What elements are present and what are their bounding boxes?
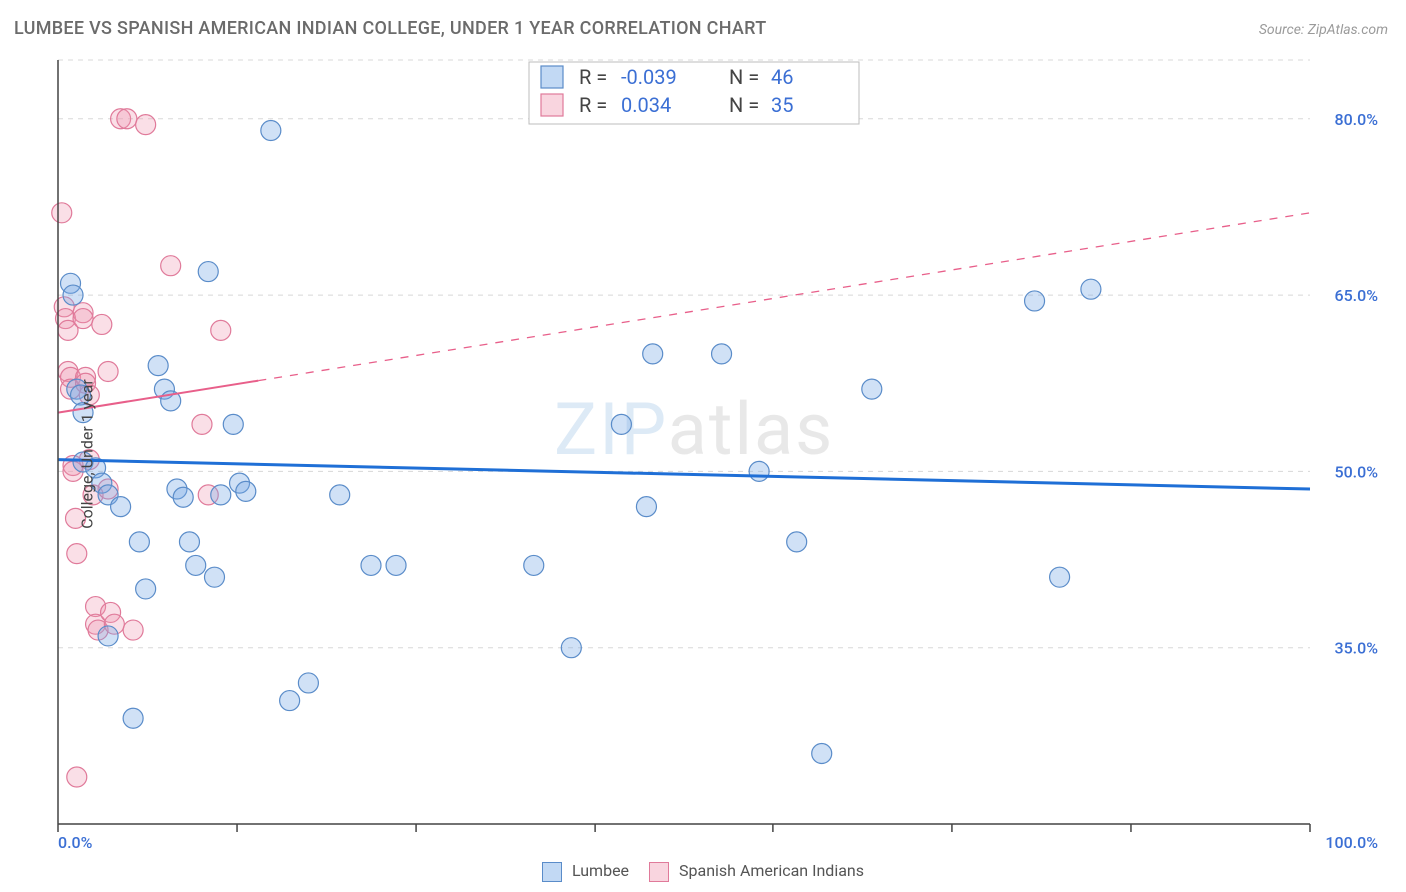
data-point-lumbee (186, 555, 206, 575)
data-point-spanish (98, 361, 118, 381)
legend-label-spanish: Spanish American Indians (679, 861, 864, 880)
data-point-lumbee (280, 691, 300, 711)
x-tick-label-first: 0.0% (58, 833, 93, 852)
data-point-lumbee (812, 743, 832, 763)
data-point-spanish (136, 115, 156, 135)
chart-area: College, Under 1 year ZIPatlas 35.0% 50.0%… (50, 56, 1392, 852)
data-point-spanish (123, 620, 143, 640)
data-point-spanish (52, 203, 72, 223)
data-point-lumbee (211, 485, 231, 505)
data-point-spanish (161, 256, 181, 276)
data-point-lumbee (63, 285, 83, 305)
data-point-lumbee (261, 121, 281, 141)
x-tick-label-last: 100.0% (1325, 833, 1378, 852)
data-point-spanish (92, 314, 112, 334)
legend-label-lumbee: Lumbee (572, 861, 629, 880)
data-point-lumbee (1050, 567, 1070, 587)
data-point-lumbee (749, 461, 769, 481)
data-point-lumbee (123, 708, 143, 728)
legend-item-spanish: Spanish American Indians (649, 861, 864, 882)
data-point-lumbee (173, 487, 193, 507)
legend-item-lumbee: Lumbee (542, 861, 629, 882)
watermark: ZIPatlas (554, 387, 834, 472)
data-point-lumbee (524, 555, 544, 575)
data-point-spanish (117, 109, 137, 129)
legend-swatch-pink (649, 862, 669, 882)
data-point-lumbee (129, 532, 149, 552)
legend-bottom: Lumbee Spanish American Indians (0, 861, 1406, 882)
y-tick-label: 80.0% (1334, 110, 1378, 129)
legend-top-R-value: -0.039 (621, 65, 677, 89)
data-point-lumbee (98, 626, 118, 646)
legend-top-N-value: 46 (771, 65, 793, 89)
legend-top-swatch (541, 94, 563, 116)
data-point-lumbee (386, 555, 406, 575)
data-point-spanish (67, 544, 87, 564)
y-tick-label: 65.0% (1334, 286, 1378, 305)
data-point-lumbee (561, 638, 581, 658)
data-point-lumbee (111, 497, 131, 517)
y-axis-label: College, Under 1 year (77, 379, 96, 529)
data-point-spanish (211, 320, 231, 340)
data-point-lumbee (787, 532, 807, 552)
trendline-spanish-dash (258, 213, 1310, 381)
data-point-lumbee (712, 344, 732, 364)
scatter-chart-svg: ZIPatlas 35.0% 50.0% 65.0% 80.0% 0.0% 100.0% R … (50, 56, 1392, 852)
legend-top-R-label: R = (579, 65, 607, 89)
y-tick-label: 50.0% (1334, 462, 1378, 481)
data-point-lumbee (205, 567, 225, 587)
data-point-lumbee (611, 414, 631, 434)
data-point-lumbee (330, 485, 350, 505)
data-point-lumbee (179, 532, 199, 552)
legend-top-N-value: 35 (771, 93, 793, 117)
data-point-lumbee (298, 673, 318, 693)
legend-top-swatch (541, 66, 563, 88)
y-tick-label: 35.0% (1334, 639, 1378, 658)
legend-top-R-value: 0.034 (621, 93, 671, 117)
data-point-spanish (73, 309, 93, 329)
data-point-lumbee (236, 481, 256, 501)
data-point-lumbee (636, 497, 656, 517)
legend-top-N-label: N = (729, 65, 759, 89)
data-point-lumbee (223, 414, 243, 434)
data-point-lumbee (148, 356, 168, 376)
data-point-lumbee (643, 344, 663, 364)
data-point-lumbee (1025, 291, 1045, 311)
source-credit: Source: ZipAtlas.com (1259, 22, 1388, 38)
legend-top-R-label: R = (579, 93, 607, 117)
data-point-spanish (192, 414, 212, 434)
data-point-spanish (67, 767, 87, 787)
data-point-lumbee (1081, 279, 1101, 299)
legend-swatch-blue (542, 862, 562, 882)
data-point-lumbee (862, 379, 882, 399)
legend-top-N-label: N = (729, 93, 759, 117)
data-point-lumbee (136, 579, 156, 599)
data-point-lumbee (198, 262, 218, 282)
data-point-lumbee (361, 555, 381, 575)
chart-title: LUMBEE VS SPANISH AMERICAN INDIAN COLLEG… (14, 18, 766, 39)
